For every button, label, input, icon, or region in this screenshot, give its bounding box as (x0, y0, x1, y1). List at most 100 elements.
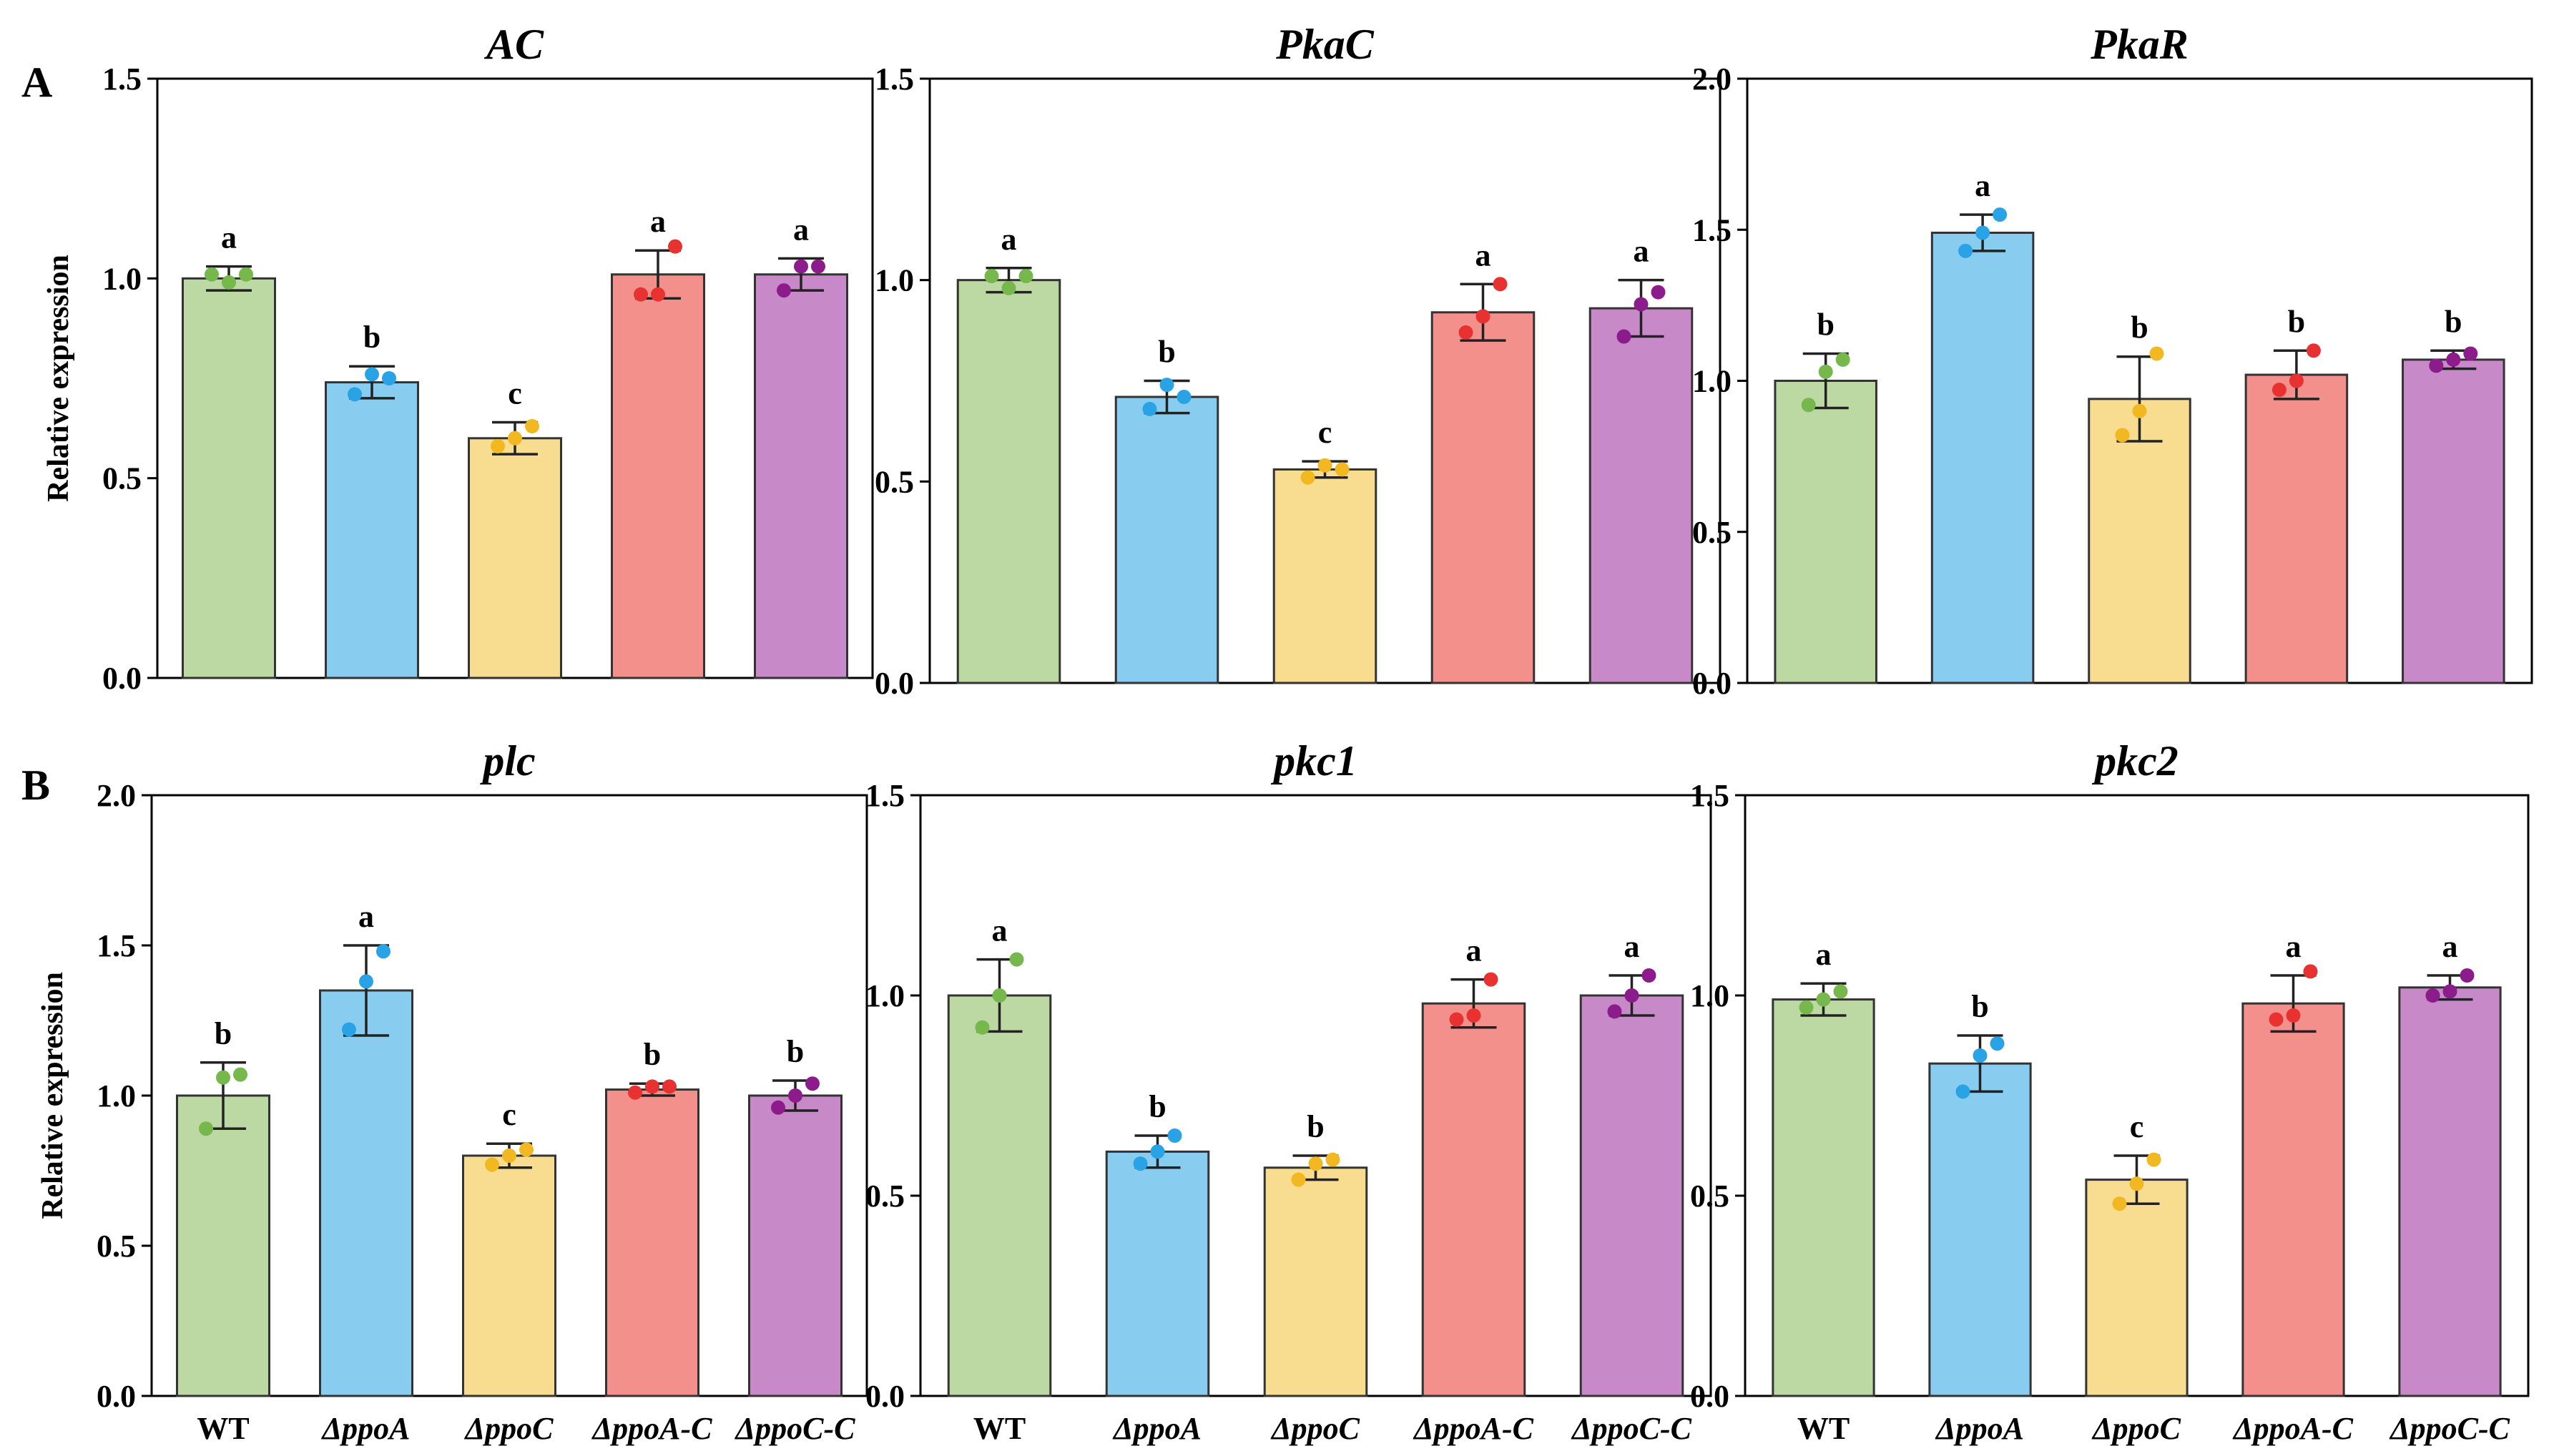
chart-ac: AC 0.0 0.5 1.0 1.5 Relative expression a b c a a (42, 21, 874, 696)
data-point (2132, 403, 2147, 418)
data-point (359, 974, 373, 989)
bar-pkc1-1 (1105, 1150, 1210, 1397)
data-point (1955, 1084, 1970, 1099)
data-point (222, 275, 236, 290)
significance-letter: a (221, 220, 237, 255)
data-point (1001, 280, 1016, 295)
significance-letter: a (1475, 237, 1491, 272)
y-tick-label: 1.0 (97, 1078, 136, 1113)
bar-pkc2-0 (1772, 998, 1875, 1397)
y-tick-label: 0.5 (97, 1229, 136, 1264)
x-tick-label: WT (197, 1411, 249, 1446)
data-point (2149, 346, 2164, 361)
data-point (628, 1085, 642, 1100)
significance-letter: a (1634, 234, 1649, 269)
data-point (1308, 1156, 1323, 1171)
data-point (525, 419, 539, 434)
data-point (771, 1100, 785, 1115)
bar-pkac-0 (956, 279, 1061, 684)
significance-letter: a (1816, 937, 1832, 972)
data-point (508, 431, 522, 446)
y-tick-label: 1.0 (1692, 364, 1732, 399)
bar-plc-2 (462, 1154, 556, 1397)
significance-letter: b (787, 1034, 804, 1069)
chart-title-ac: AC (483, 21, 544, 68)
significance-letter: b (215, 1016, 232, 1051)
data-point (199, 1121, 213, 1136)
data-point (2429, 358, 2444, 373)
data-point (1993, 207, 2008, 222)
significance-letter: a (2442, 929, 2458, 964)
data-point (2460, 968, 2475, 983)
data-point (376, 944, 391, 959)
data-point (984, 269, 999, 284)
y-tick-label: 0.5 (1692, 515, 1732, 550)
bar-ac-2 (468, 437, 562, 679)
data-point (2115, 428, 2130, 443)
y-tick-label: 1.5 (1690, 778, 1729, 813)
bar-pkc1-2 (1263, 1166, 1368, 1397)
significance-letter: a (2286, 929, 2302, 964)
data-point (216, 1070, 230, 1085)
bar-pkar-1 (1930, 231, 2035, 684)
y-axis-label: Relative expression (36, 972, 69, 1219)
x-tick-label: ΔppoC (2091, 1411, 2181, 1446)
data-point (1483, 972, 1498, 987)
bar-ac-3 (611, 273, 705, 679)
data-point (992, 988, 1007, 1003)
bar-pkar-0 (1774, 380, 1877, 684)
data-point (2463, 346, 2478, 361)
data-point (348, 387, 362, 402)
x-tick-label: ΔppoA (1112, 1411, 1202, 1446)
chart-title-pkc1: pkc1 (1270, 737, 1357, 784)
bar-pkac-2 (1272, 468, 1377, 684)
chart-title-pkc2: pkc2 (2091, 737, 2179, 784)
bar-ac-1 (325, 381, 419, 679)
data-point (1641, 968, 1656, 983)
significance-letter: b (2131, 310, 2148, 345)
x-tick-label: ΔppoC (464, 1411, 554, 1446)
significance-letter: c (508, 375, 522, 410)
significance-letter: b (1158, 335, 1175, 370)
data-point (1291, 1172, 1306, 1187)
y-tick-label: 2.0 (97, 778, 136, 813)
data-point (205, 267, 219, 282)
y-tick-label: 1.5 (865, 778, 905, 813)
data-point (794, 259, 808, 274)
data-point (1624, 988, 1639, 1003)
data-point (1133, 1156, 1148, 1171)
significance-letter: b (1817, 307, 1834, 342)
data-point (788, 1088, 802, 1103)
significance-letter: c (502, 1097, 516, 1132)
significance-letter: a (992, 913, 1008, 948)
bar-ac-0 (182, 277, 276, 679)
data-point (1835, 352, 1850, 367)
data-point (1607, 1004, 1622, 1019)
chart-title-pkar: PkaR (2090, 21, 2189, 68)
data-point (239, 267, 253, 282)
data-point (1816, 992, 1831, 1007)
data-point (1300, 470, 1315, 485)
x-tick-label: ΔppoC-C (2389, 1411, 2510, 1446)
significance-letter: b (1149, 1089, 1166, 1124)
data-point (382, 371, 396, 385)
y-tick-label: 2.0 (1692, 62, 1732, 97)
data-point (1616, 329, 1631, 344)
data-point (1958, 243, 1973, 258)
significance-letter: b (363, 320, 380, 355)
data-point (1317, 458, 1332, 473)
chart-pkc1: pkc1 0.0 0.5 1.0 1.5 a WT b ΔppoA b ΔppoC a ΔppoA-C a… (865, 737, 1712, 1446)
data-point (1990, 1036, 2005, 1051)
y-tick-label: 0.5 (102, 461, 142, 496)
data-point (777, 283, 791, 298)
data-point (1973, 1048, 1988, 1063)
y-tick-label: 0.0 (102, 661, 142, 696)
data-point (651, 287, 665, 302)
y-tick-label: 1.5 (875, 62, 914, 97)
y-tick-label: 1.5 (1692, 212, 1732, 247)
data-point (1975, 225, 1990, 240)
bar-plc-1 (319, 989, 413, 1397)
bar-pkac-3 (1430, 311, 1536, 684)
significance-letter: b (1971, 989, 1988, 1024)
data-point (1150, 1144, 1165, 1159)
